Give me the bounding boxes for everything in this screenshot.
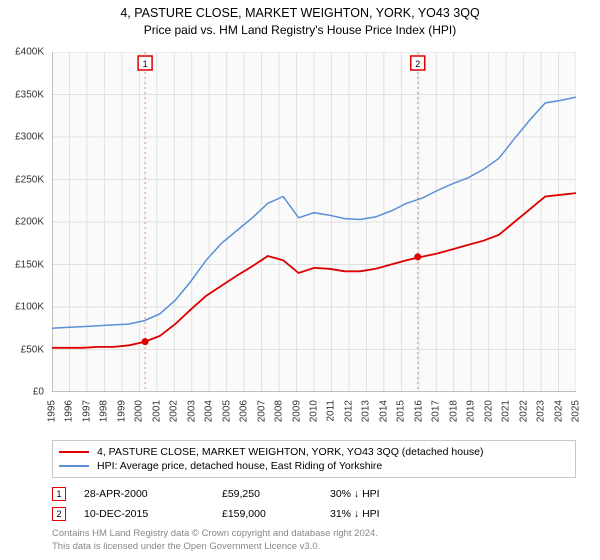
footer-line1: Contains HM Land Registry data © Crown c… — [52, 528, 576, 541]
x-axis-labels: 1995199619971998199920002001200220032004… — [52, 396, 576, 436]
x-tick-label: 2008 — [274, 400, 285, 422]
x-tick-label: 2009 — [291, 400, 302, 422]
x-tick-label: 2020 — [483, 400, 494, 422]
x-tick-label: 2025 — [571, 400, 582, 422]
sale-price: £159,000 — [222, 508, 312, 520]
x-tick-label: 2018 — [448, 400, 459, 422]
y-tick-label: £400K — [15, 47, 44, 58]
legend-label-red: 4, PASTURE CLOSE, MARKET WEIGHTON, YORK,… — [97, 446, 484, 458]
x-tick-label: 2006 — [239, 400, 250, 422]
title-address: 4, PASTURE CLOSE, MARKET WEIGHTON, YORK,… — [0, 6, 600, 20]
x-tick-label: 2013 — [361, 400, 372, 422]
x-tick-label: 2010 — [309, 400, 320, 422]
chart-area: 12 — [52, 52, 576, 392]
legend-label-blue: HPI: Average price, detached house, East… — [97, 460, 382, 472]
sale-row: 2 10-DEC-2015 £159,000 31% ↓ HPI — [52, 504, 576, 524]
svg-text:1: 1 — [143, 59, 148, 69]
x-tick-label: 2003 — [186, 400, 197, 422]
sale-price: £59,250 — [222, 488, 312, 500]
sale-date: 28-APR-2000 — [84, 488, 204, 500]
x-tick-label: 1997 — [81, 400, 92, 422]
sales-table: 1 28-APR-2000 £59,250 30% ↓ HPI 2 10-DEC-2015… — [52, 484, 576, 524]
x-tick-label: 2015 — [396, 400, 407, 422]
x-tick-label: 2011 — [326, 400, 337, 422]
x-tick-label: 2017 — [431, 400, 442, 422]
sale-marker-box: 2 — [52, 507, 66, 521]
x-tick-label: 2016 — [413, 400, 424, 422]
y-tick-label: £350K — [15, 89, 44, 100]
sale-row: 1 28-APR-2000 £59,250 30% ↓ HPI — [52, 484, 576, 504]
titles: 4, PASTURE CLOSE, MARKET WEIGHTON, YORK,… — [0, 0, 600, 37]
x-tick-label: 2012 — [343, 400, 354, 422]
x-tick-label: 2004 — [204, 400, 215, 422]
y-tick-label: £250K — [15, 174, 44, 185]
y-axis-labels: £0£50K£100K£150K£200K£250K£300K£350K£400… — [0, 52, 48, 392]
x-tick-label: 2021 — [501, 400, 512, 422]
y-tick-label: £100K — [15, 302, 44, 313]
legend-swatch-blue — [59, 465, 89, 467]
x-tick-label: 1996 — [64, 400, 75, 422]
x-tick-label: 2022 — [518, 400, 529, 422]
x-tick-label: 2001 — [151, 400, 162, 422]
legend-row-blue: HPI: Average price, detached house, East… — [59, 459, 569, 473]
sale-pct: 31% ↓ HPI — [330, 508, 460, 520]
sale-marker-box: 1 — [52, 487, 66, 501]
x-tick-label: 2005 — [221, 400, 232, 422]
y-tick-label: £0 — [33, 387, 44, 398]
chart-svg: 12 — [52, 52, 576, 392]
x-tick-label: 1998 — [99, 400, 110, 422]
legend-swatch-red — [59, 451, 89, 453]
x-tick-label: 2014 — [378, 400, 389, 422]
y-tick-label: £200K — [15, 217, 44, 228]
y-tick-label: £50K — [21, 344, 44, 355]
legend-row-red: 4, PASTURE CLOSE, MARKET WEIGHTON, YORK,… — [59, 445, 569, 459]
legend-box: 4, PASTURE CLOSE, MARKET WEIGHTON, YORK,… — [52, 440, 576, 478]
x-tick-label: 2007 — [256, 400, 267, 422]
footer-line2: This data is licensed under the Open Gov… — [52, 541, 576, 554]
x-tick-label: 2024 — [553, 400, 564, 422]
y-tick-label: £300K — [15, 132, 44, 143]
footer: Contains HM Land Registry data © Crown c… — [52, 528, 576, 554]
x-tick-label: 1999 — [116, 400, 127, 422]
y-tick-label: £150K — [15, 259, 44, 270]
x-tick-label: 2000 — [134, 400, 145, 422]
x-tick-label: 2002 — [169, 400, 180, 422]
title-subtitle: Price paid vs. HM Land Registry's House … — [0, 23, 600, 37]
x-tick-label: 2019 — [466, 400, 477, 422]
svg-text:2: 2 — [415, 59, 420, 69]
sale-date: 10-DEC-2015 — [84, 508, 204, 520]
x-tick-label: 1995 — [47, 400, 58, 422]
x-tick-label: 2023 — [536, 400, 547, 422]
sale-pct: 30% ↓ HPI — [330, 488, 460, 500]
container: 4, PASTURE CLOSE, MARKET WEIGHTON, YORK,… — [0, 0, 600, 560]
